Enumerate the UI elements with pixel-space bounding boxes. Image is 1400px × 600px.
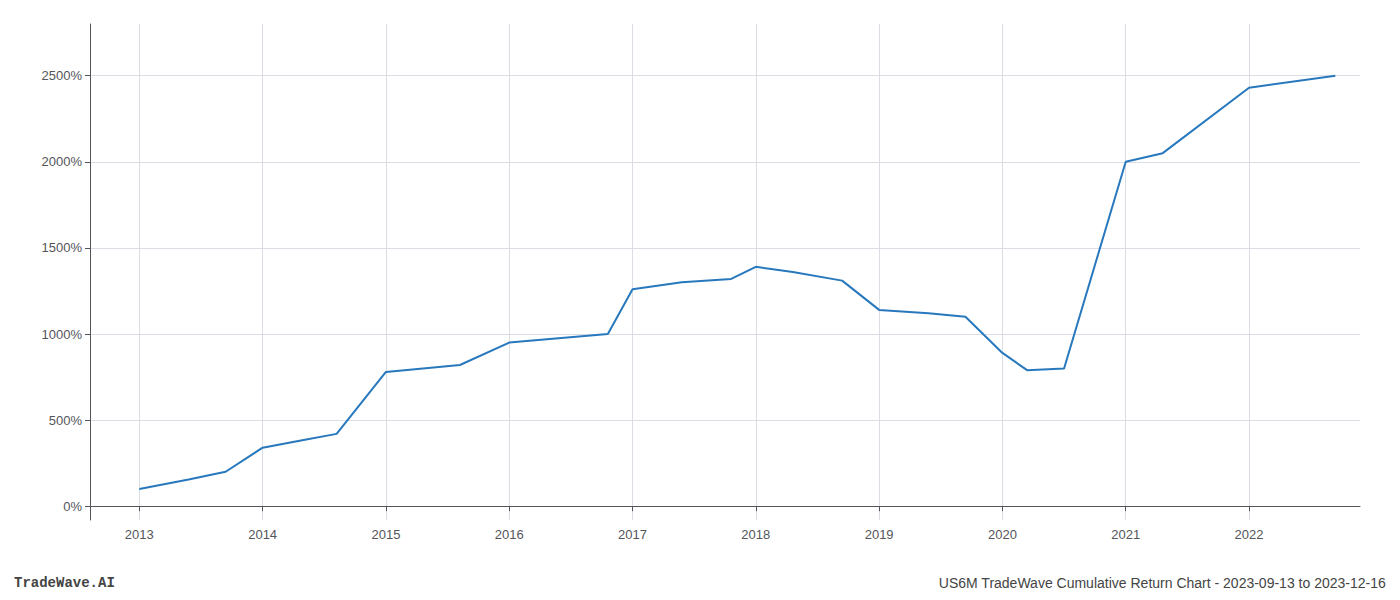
- svg-text:2016: 2016: [495, 527, 524, 542]
- svg-text:500%: 500%: [49, 413, 83, 428]
- svg-text:TradeWave.AI: TradeWave.AI: [14, 575, 115, 591]
- svg-text:0%: 0%: [63, 499, 82, 514]
- svg-text:2022: 2022: [1235, 527, 1264, 542]
- svg-text:2019: 2019: [865, 527, 894, 542]
- svg-text:2014: 2014: [248, 527, 277, 542]
- svg-text:2018: 2018: [741, 527, 770, 542]
- svg-text:2015: 2015: [371, 527, 400, 542]
- svg-text:US6M TradeWave Cumulative Retu: US6M TradeWave Cumulative Return Chart -…: [939, 575, 1386, 591]
- svg-text:2021: 2021: [1111, 527, 1140, 542]
- svg-text:2013: 2013: [125, 527, 154, 542]
- svg-text:2017: 2017: [618, 527, 647, 542]
- svg-text:2020: 2020: [988, 527, 1017, 542]
- svg-text:2500%: 2500%: [42, 68, 83, 83]
- svg-text:2000%: 2000%: [42, 154, 83, 169]
- svg-text:1000%: 1000%: [42, 327, 83, 342]
- svg-text:1500%: 1500%: [42, 240, 83, 255]
